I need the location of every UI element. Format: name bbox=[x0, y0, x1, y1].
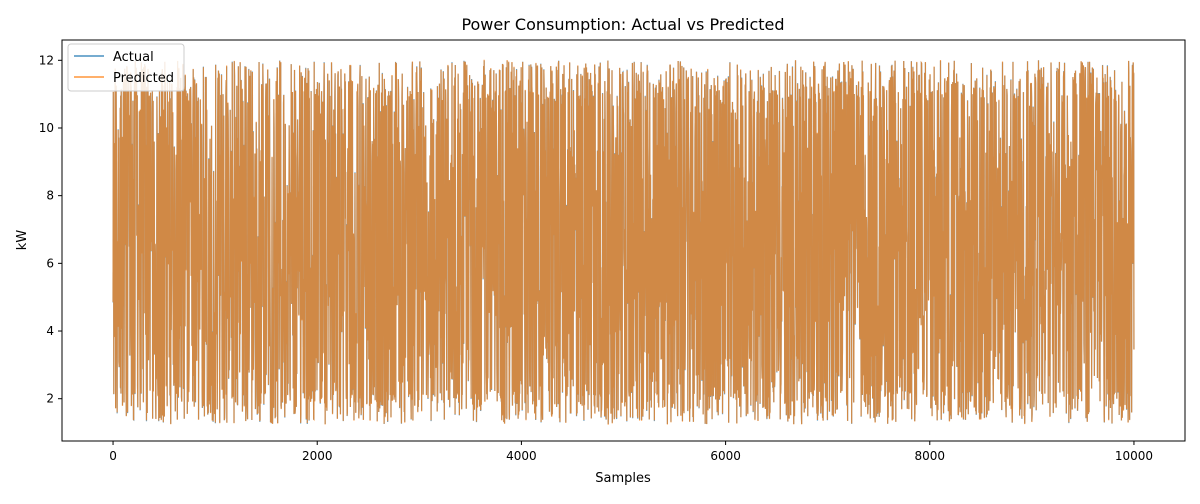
x-tick-label: 6000 bbox=[710, 449, 741, 463]
y-tick-label: 6 bbox=[46, 256, 54, 270]
axes-frame bbox=[61, 39, 1186, 442]
y-tick-label: 4 bbox=[46, 324, 54, 338]
y-tick-label: 2 bbox=[46, 392, 54, 406]
x-axis-label: Samples bbox=[595, 471, 651, 486]
x-tick-label: 4000 bbox=[506, 449, 537, 463]
y-axis-label: kW bbox=[15, 230, 30, 251]
chart-title: Power Consumption: Actual vs Predicted bbox=[461, 15, 784, 34]
legend-label-predicted: Predicted bbox=[113, 71, 174, 86]
x-tick-label: 10000 bbox=[1115, 449, 1153, 463]
legend-label-actual: Actual bbox=[113, 50, 154, 65]
series-line-predicted bbox=[112, 59, 1135, 425]
y-tick-label: 8 bbox=[46, 189, 54, 203]
y-tick-label: 10 bbox=[39, 121, 54, 135]
legend: Actual Predicted bbox=[67, 43, 185, 92]
y-axis: 2 4 6 8 10 12 bbox=[39, 53, 62, 406]
x-tick-label: 2000 bbox=[302, 449, 333, 463]
plot-area bbox=[112, 59, 1135, 425]
x-tick-label: 0 bbox=[109, 449, 117, 463]
x-tick-label: 8000 bbox=[914, 449, 945, 463]
y-tick-label: 12 bbox=[39, 53, 54, 67]
x-axis: 0 2000 4000 6000 8000 10000 bbox=[109, 441, 1153, 463]
